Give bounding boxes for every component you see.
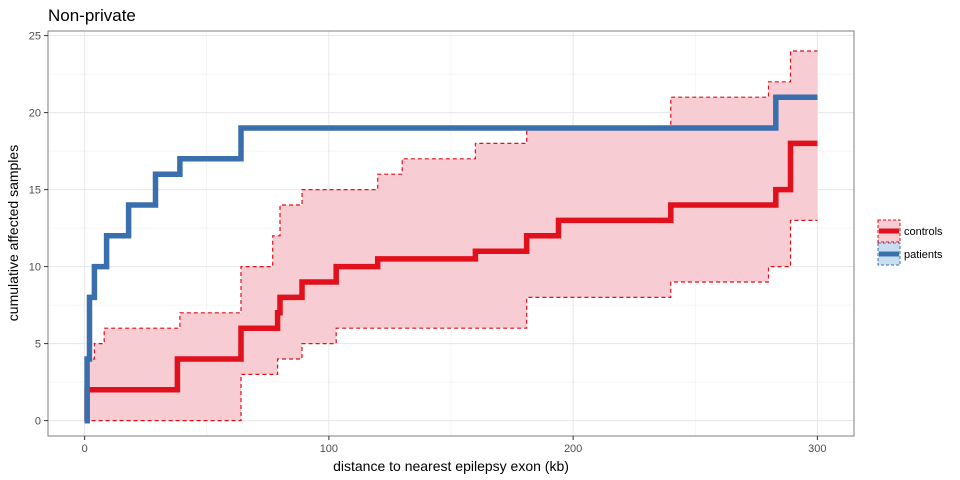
x-tick-label: 200 — [564, 443, 582, 455]
series-line-patients — [84, 94, 818, 424]
plot-panel-border — [47, 30, 855, 437]
y-tick-label: 25 — [29, 31, 41, 43]
y-tick-label: 20 — [29, 108, 41, 120]
controls-band-upper — [84, 50, 818, 422]
y-tick-label: 10 — [29, 262, 41, 274]
legend-label-controls: controls — [904, 226, 943, 238]
series-lines — [84, 94, 818, 424]
y-axis-label: cumulative affected samples — [5, 145, 21, 321]
x-axis-label: distance to nearest epilepsy exon (kb) — [333, 458, 569, 474]
controls-band-lower — [84, 219, 818, 422]
legend-label-patients: patients — [904, 249, 943, 261]
x-tick-label: 100 — [320, 443, 338, 455]
series-line-controls — [84, 140, 818, 424]
chart-title: Non-private — [48, 6, 136, 25]
y-tick-label: 5 — [35, 339, 41, 351]
x-tick-label: 0 — [82, 443, 88, 455]
y-tick-label: 15 — [29, 185, 41, 197]
y-tick-label: 0 — [35, 416, 41, 428]
axis-ticks: 0 100 200 300 0 5 10 15 20 25 — [29, 31, 827, 455]
legend: controls patients — [877, 219, 943, 266]
x-tick-label: 300 — [808, 443, 826, 455]
